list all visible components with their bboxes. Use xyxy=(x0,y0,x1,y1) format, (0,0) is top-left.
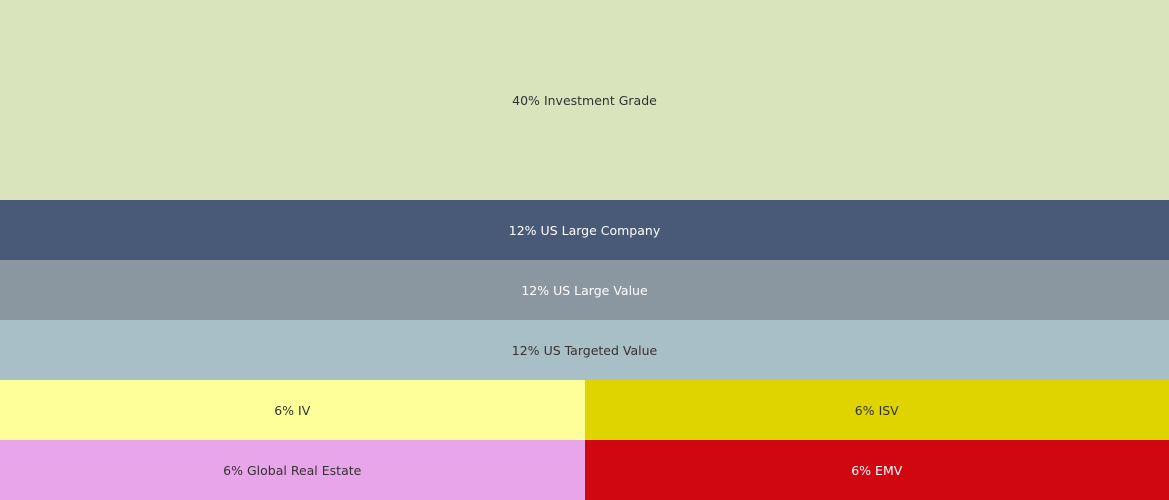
treemap-cell: 6% EMV xyxy=(584,440,1169,500)
treemap-cell: 12% US Large Value xyxy=(0,260,1169,320)
cell-category: EMV xyxy=(875,462,903,478)
cell-category: Investment Grade xyxy=(543,92,657,108)
cell-value-label: 12% xyxy=(521,282,550,298)
cell-value-label: 6% xyxy=(851,462,872,478)
cell-label: 40% Investment Grade xyxy=(512,93,657,108)
cell-category: US Targeted Value xyxy=(543,342,658,358)
treemap-cell: 40% Investment Grade xyxy=(0,0,1169,200)
cell-category: US Large Value xyxy=(553,282,648,298)
cell-value-label: 6% xyxy=(854,402,875,418)
cell-category: US Large Company xyxy=(540,222,661,238)
cell-label: 12% US Large Company xyxy=(509,223,660,238)
cell-label: 6% Global Real Estate xyxy=(223,463,361,478)
treemap-cell: 6% IV xyxy=(0,380,585,440)
cell-value-label: 12% xyxy=(511,342,540,358)
cell-label: 6% ISV xyxy=(855,403,899,418)
cell-category: ISV xyxy=(878,402,899,418)
treemap-cell: 12% US Large Company xyxy=(0,200,1169,260)
cell-label: 6% IV xyxy=(274,403,310,418)
cell-value-label: 6% xyxy=(223,462,243,478)
cell-value-label: 40% xyxy=(512,92,540,108)
cell-label: 6% EMV xyxy=(851,463,902,478)
cell-label: 12% US Large Value xyxy=(521,283,647,298)
treemap-cell: 6% Global Real Estate xyxy=(0,440,585,500)
cell-category: Global Real Estate xyxy=(246,462,362,478)
treemap-cell: 6% ISV xyxy=(584,380,1169,440)
cell-category: IV xyxy=(298,402,311,418)
cell-value-label: 12% xyxy=(508,222,537,238)
cell-label: 12% US Targeted Value xyxy=(512,343,657,358)
cell-value-label: 6% xyxy=(274,402,295,418)
treemap-cell: 12% US Targeted Value xyxy=(0,320,1169,380)
